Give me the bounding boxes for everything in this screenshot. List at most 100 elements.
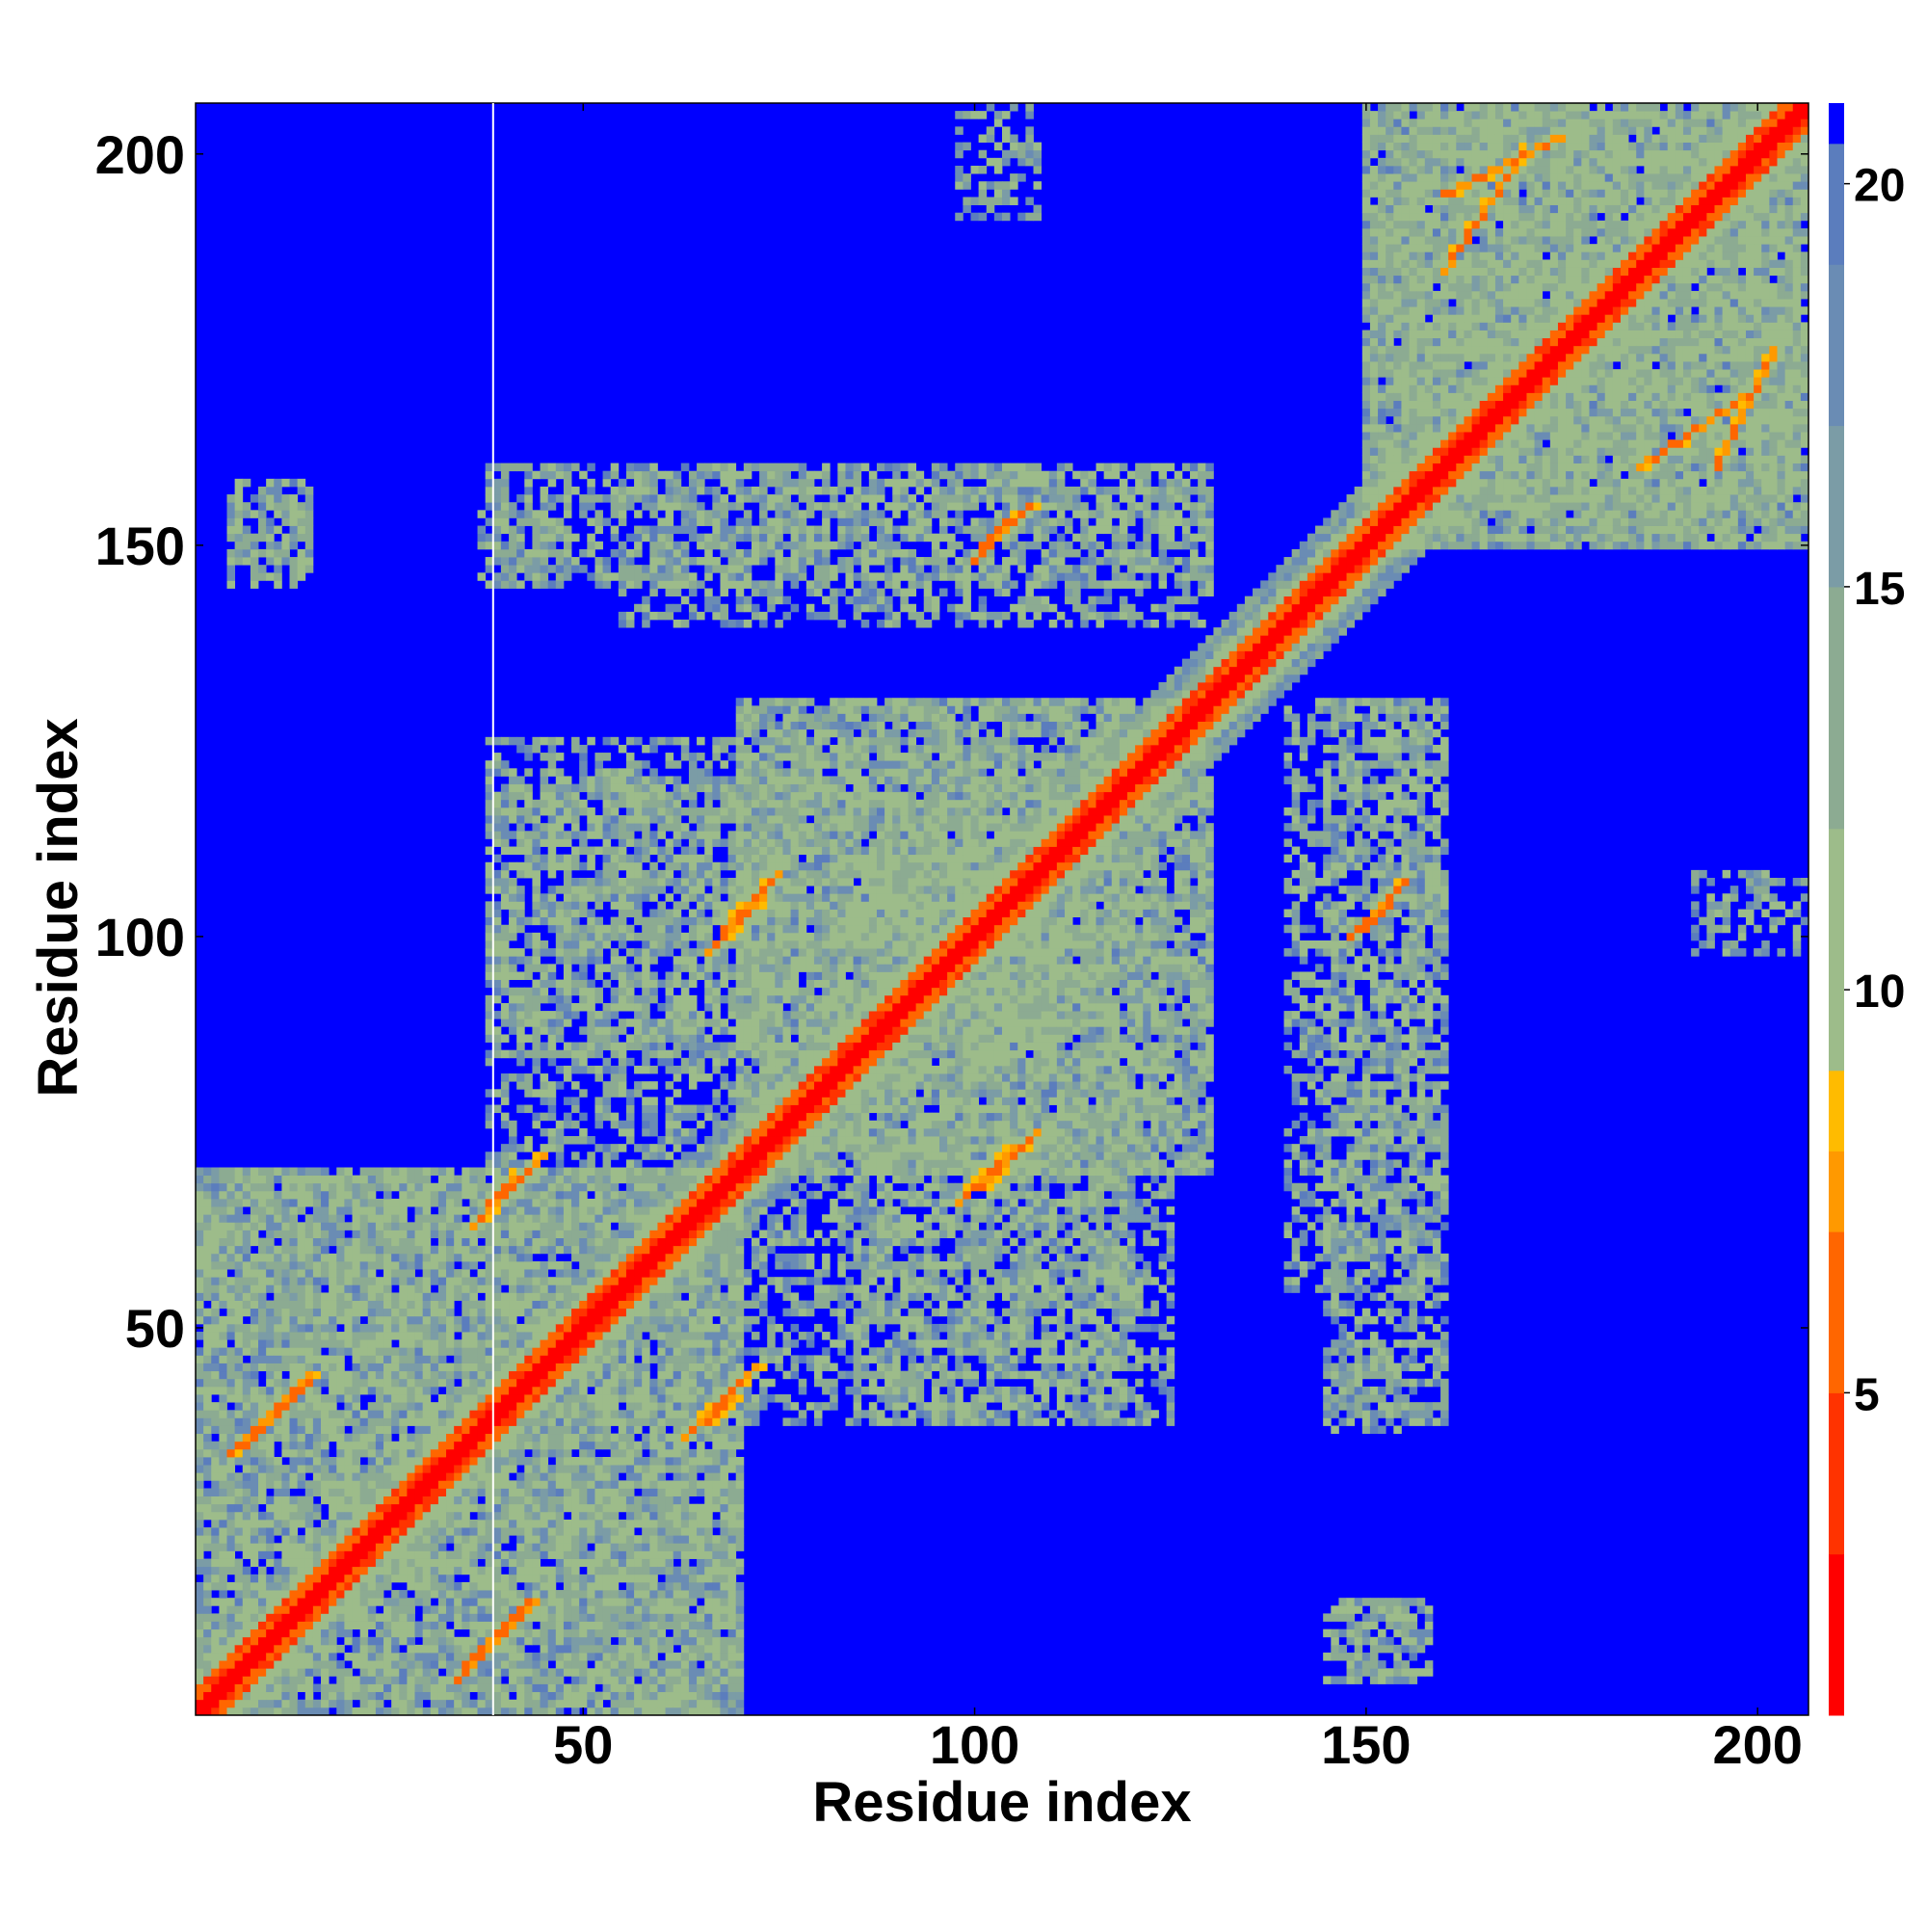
heatmap-cell [227,1582,236,1591]
heatmap-cell [313,1613,322,1622]
heatmap-cell [290,1410,299,1418]
heatmap-cell [235,1191,244,1200]
heatmap-cell [360,1480,369,1489]
heatmap-cell [321,1292,330,1301]
heatmap-cell [493,1535,502,1544]
heatmap-cell [360,1527,369,1536]
heatmap-cell [353,1339,361,1348]
heatmap-cell [399,1246,408,1255]
heatmap-cell [493,917,502,926]
heatmap-cell [368,1598,377,1606]
heatmap-cell [423,1269,432,1278]
heatmap-cell [313,1269,322,1278]
heatmap-cell [266,1520,275,1528]
heatmap-cell [298,1512,306,1521]
heatmap-cell [454,1269,462,1278]
heatmap-cell [313,1668,322,1677]
heatmap-cell [407,1645,415,1654]
heatmap-cell [368,1653,377,1661]
heatmap-cell [290,565,299,573]
heatmap-cell [219,1261,227,1270]
heatmap-cell [321,1653,330,1661]
heatmap-cell [203,1465,212,1473]
heatmap-cell [368,1637,377,1646]
heatmap-cell [493,1089,502,1098]
heatmap-cell [493,557,502,566]
heatmap-cell [431,1292,439,1301]
heatmap-cell [251,1520,259,1528]
heatmap-cell [383,1434,392,1442]
heatmap-cell [344,1472,353,1481]
heatmap-cell [415,1590,424,1599]
heatmap-cell [360,1622,369,1630]
heatmap-cell [258,526,267,535]
heatmap-cell [423,1183,432,1192]
heatmap-cell [305,1653,314,1661]
heatmap-cell [258,1254,267,1262]
heatmap-cell [329,1684,337,1693]
heatmap-cell [321,1301,330,1310]
heatmap-cell [336,1199,345,1207]
heatmap-cell [469,1309,478,1317]
heatmap-cell [353,1645,361,1654]
heatmap-cell [353,1355,361,1363]
heatmap-cell [305,1168,314,1177]
heatmap-cell [399,1168,408,1177]
heatmap-cell [329,1613,337,1622]
heatmap-cell [438,1309,447,1317]
heatmap-cell [431,1387,439,1395]
heatmap-cell [438,1355,447,1363]
heatmap-cell [493,1520,502,1528]
heatmap-cell [469,1339,478,1348]
heatmap-cell [211,1442,220,1450]
heatmap-cell [235,1520,244,1528]
heatmap-cell [219,1520,227,1528]
heatmap-cell [368,1284,377,1293]
heatmap-cell [305,1387,314,1395]
heatmap-cell [266,1637,275,1646]
heatmap-cell [211,1355,220,1363]
heatmap-cell [438,1417,447,1426]
heatmap-cell [415,1504,424,1513]
heatmap-cell [274,1613,282,1622]
heatmap-cell [469,1520,478,1528]
heatmap-cell [196,1512,204,1521]
heatmap-cell [266,1277,275,1285]
heatmap-cell [196,1707,204,1716]
heatmap-cell [243,534,251,543]
heatmap-cell [360,1292,369,1301]
heatmap-cell [423,1645,432,1654]
heatmap-cell [251,1284,259,1293]
heatmap-cell [274,1394,282,1403]
heatmap-cell [266,1199,275,1207]
heatmap-cell [329,1324,337,1333]
heatmap-cell [336,1543,345,1551]
heatmap-cell [353,1347,361,1356]
heatmap-cell [493,1653,502,1661]
heatmap-cell [235,1324,244,1333]
heatmap-cell [274,1660,282,1669]
heatmap-cell [227,1301,236,1310]
heatmap-cell [227,1363,236,1372]
heatmap-cell [376,1246,384,1255]
heatmap-cell [383,1637,392,1646]
heatmap-cell [399,1637,408,1646]
heatmap-cell [305,1527,314,1536]
heatmap-cell [290,1394,299,1403]
heatmap-cell [305,1550,314,1559]
heatmap-cell [353,1684,361,1693]
heatmap-cell [298,1355,306,1363]
heatmap-cell [478,1214,487,1223]
heatmap-cell [235,1622,244,1630]
heatmap-cell [360,1363,369,1372]
heatmap-cell [243,1410,251,1418]
heatmap-cell [446,1394,455,1403]
heatmap-cell [258,1668,267,1677]
heatmap-cell [274,1645,282,1654]
heatmap-cell [415,1402,424,1411]
heatmap-cell [478,510,487,518]
heatmap-cell [203,1582,212,1591]
heatmap-cell [423,1512,432,1521]
heatmap-cell [344,1504,353,1513]
heatmap-cell [305,510,314,518]
